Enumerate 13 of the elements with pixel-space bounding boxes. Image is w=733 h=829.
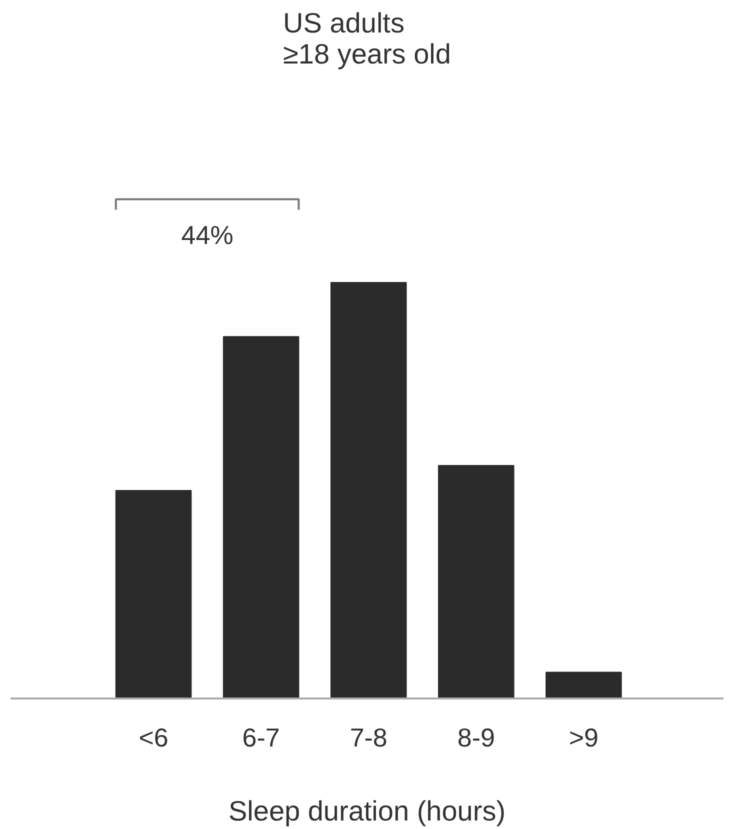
x-axis-title: Sleep duration (hours) bbox=[228, 796, 506, 826]
bar bbox=[330, 282, 407, 698]
x-tick-label: <6 bbox=[138, 722, 168, 752]
bar bbox=[438, 465, 514, 698]
bar bbox=[115, 490, 192, 698]
bar bbox=[546, 672, 622, 698]
chart-title: US adults ≥18 years old bbox=[283, 8, 451, 70]
x-tick-label: >9 bbox=[568, 722, 599, 752]
x-tick-label: 7-8 bbox=[350, 722, 388, 752]
bar bbox=[222, 336, 300, 698]
x-tick-label: 6-7 bbox=[242, 722, 280, 752]
x-tick-label: 8-9 bbox=[457, 722, 495, 752]
text: 44% bbox=[181, 220, 234, 250]
